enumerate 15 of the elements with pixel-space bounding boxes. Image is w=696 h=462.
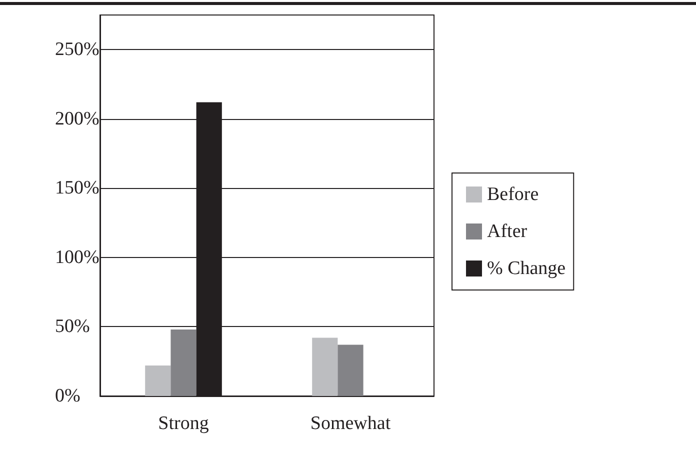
y-tick-label: 150%	[55, 178, 100, 199]
legend-label: Before	[487, 184, 539, 205]
y-tick-label: 50%	[55, 316, 90, 338]
legend-label: After	[487, 221, 528, 242]
y-tick-label: 0%	[55, 386, 80, 406]
x-tick-label: Strong	[158, 413, 210, 434]
y-tick-label: 200%	[55, 108, 100, 130]
x-tick-label: Somewhat	[310, 413, 392, 434]
y-tick-label: 100%	[55, 246, 100, 268]
bar	[338, 344, 364, 396]
bar	[145, 366, 171, 396]
y-tick-label: 250%	[55, 39, 100, 60]
bar	[170, 330, 196, 396]
legend-label: % Change	[487, 258, 566, 279]
bar	[312, 338, 338, 396]
